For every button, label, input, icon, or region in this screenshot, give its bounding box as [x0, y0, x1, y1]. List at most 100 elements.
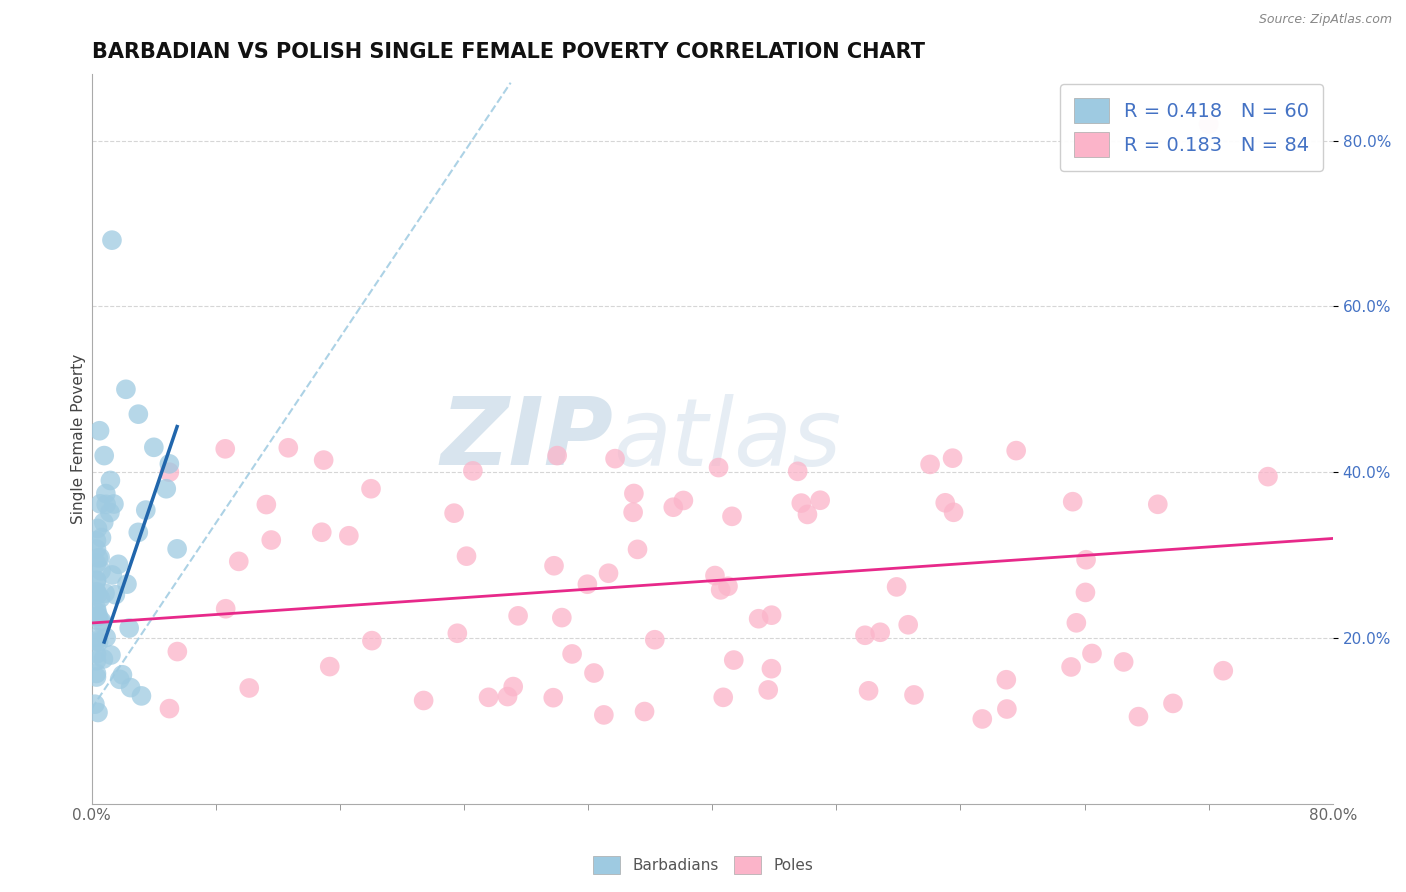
- Point: [903, 688, 925, 702]
- Point: [561, 647, 583, 661]
- Point: [477, 690, 499, 705]
- Text: Source: ZipAtlas.com: Source: ZipAtlas.com: [1258, 13, 1392, 27]
- Point: [90, 615, 112, 630]
- Point: [87, 587, 110, 601]
- Point: [756, 682, 779, 697]
- Point: [118, 621, 141, 635]
- Point: [1060, 660, 1083, 674]
- Point: [86, 666, 108, 681]
- Point: [361, 633, 384, 648]
- Point: [103, 497, 125, 511]
- Point: [1146, 497, 1168, 511]
- Point: [942, 451, 965, 466]
- Point: [1128, 709, 1150, 723]
- Point: [672, 493, 695, 508]
- Point: [312, 453, 335, 467]
- Point: [86, 541, 108, 556]
- Point: [127, 407, 149, 421]
- Point: [541, 690, 564, 705]
- Point: [662, 500, 685, 515]
- Point: [86, 647, 108, 661]
- Point: [101, 568, 124, 582]
- Point: [86, 557, 108, 571]
- Point: [86, 670, 108, 684]
- Point: [86, 574, 108, 588]
- Point: [215, 601, 238, 615]
- Point: [1161, 697, 1184, 711]
- Point: [89, 424, 111, 438]
- Point: [86, 606, 108, 620]
- Legend: R = 0.418   N = 60, R = 0.183   N = 84: R = 0.418 N = 60, R = 0.183 N = 84: [1060, 84, 1323, 171]
- Point: [360, 482, 382, 496]
- Point: [94, 586, 117, 600]
- Point: [717, 579, 740, 593]
- Point: [100, 474, 122, 488]
- Point: [157, 465, 180, 479]
- Point: [89, 591, 111, 606]
- Point: [761, 662, 783, 676]
- Point: [723, 653, 745, 667]
- Point: [86, 609, 108, 624]
- Point: [260, 533, 283, 547]
- Point: [90, 615, 112, 629]
- Point: [166, 644, 188, 658]
- Point: [1074, 553, 1097, 567]
- Point: [87, 635, 110, 649]
- Point: [96, 497, 118, 511]
- Point: [886, 580, 908, 594]
- Point: [546, 449, 568, 463]
- Point: [87, 609, 110, 624]
- Point: [86, 533, 108, 548]
- Point: [761, 608, 783, 623]
- Point: [142, 440, 165, 454]
- Text: BARBADIAN VS POLISH SINGLE FEMALE POVERTY CORRELATION CHART: BARBADIAN VS POLISH SINGLE FEMALE POVERT…: [91, 42, 925, 62]
- Point: [796, 508, 818, 522]
- Point: [748, 612, 770, 626]
- Point: [853, 628, 876, 642]
- Point: [1257, 469, 1279, 483]
- Point: [277, 441, 299, 455]
- Point: [115, 577, 138, 591]
- Point: [89, 497, 111, 511]
- Point: [1212, 664, 1234, 678]
- Point: [86, 573, 108, 587]
- Point: [1081, 647, 1104, 661]
- Point: [506, 608, 529, 623]
- Point: [107, 558, 129, 572]
- Point: [159, 701, 181, 715]
- Point: [592, 707, 614, 722]
- Point: [86, 654, 108, 668]
- Point: [995, 673, 1018, 687]
- Point: [108, 673, 131, 687]
- Point: [1005, 443, 1028, 458]
- Point: [897, 617, 920, 632]
- Point: [598, 566, 620, 581]
- Point: [786, 464, 808, 478]
- Point: [131, 689, 153, 703]
- Point: [86, 634, 108, 648]
- Point: [582, 665, 605, 680]
- Point: [644, 632, 666, 647]
- Point: [83, 697, 105, 711]
- Point: [502, 680, 524, 694]
- Y-axis label: Single Female Poverty: Single Female Poverty: [72, 354, 86, 524]
- Point: [96, 631, 118, 645]
- Text: atlas: atlas: [613, 393, 841, 484]
- Point: [942, 505, 965, 519]
- Point: [1074, 585, 1097, 599]
- Point: [790, 496, 813, 510]
- Point: [86, 601, 108, 615]
- Point: [238, 681, 260, 695]
- Point: [621, 505, 644, 519]
- Point: [90, 564, 112, 578]
- Point: [127, 525, 149, 540]
- Point: [89, 550, 111, 565]
- Point: [157, 457, 180, 471]
- Point: [94, 486, 117, 500]
- Point: [995, 702, 1018, 716]
- Point: [111, 667, 134, 681]
- Point: [496, 690, 519, 704]
- Point: [319, 659, 342, 673]
- Point: [446, 626, 468, 640]
- Point: [721, 509, 744, 524]
